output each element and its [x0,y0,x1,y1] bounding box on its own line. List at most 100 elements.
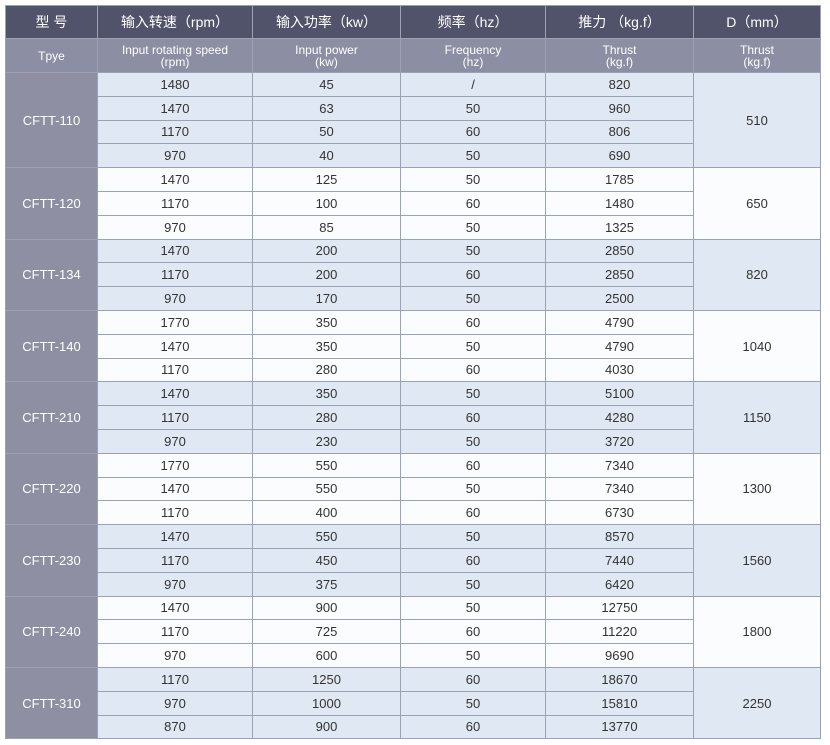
value-cell: 9690 [545,643,694,668]
value-cell: 125 [252,167,401,192]
value-cell: 50 [400,690,546,716]
value-cell: 4030 [545,357,694,383]
value-cell: 600 [252,643,401,668]
value-cell: 690 [545,143,694,169]
data-row: CFTT-230 1470 550 50 8570 1560 [5,524,821,597]
value-cell: 18670 [545,666,694,692]
value-cell: 350 [252,309,401,335]
value-cell: 970 [97,428,253,454]
value-cell: 11220 [545,619,694,645]
value-cell: 50 [400,476,546,502]
value-cell: 50 [400,167,546,192]
value-cell: 50 [400,595,546,621]
value-cell: 900 [252,714,401,740]
value-cell: 50 [400,95,546,121]
value-cell: 350 [252,381,401,407]
value-cell: 1470 [97,333,253,359]
value-cell: 60 [400,500,546,526]
value-cell: 1170 [97,666,253,692]
model-cell: CFTT-240 [5,595,98,668]
header-cell: Frequency (hz) [400,38,546,73]
value-cell: 1325 [545,214,694,240]
data-row: 1170 200 60 2850 [6,262,821,288]
header-cell: Input power (kw) [252,38,401,73]
value-cell: 85 [252,214,401,240]
value-cell: 200 [252,262,401,288]
value-cell: 900 [252,595,401,621]
data-row: 1170 100 60 1480 [6,190,821,216]
header-row: 型 号输入转速（rpm） 输入功率（kw） 频率（hz） 推力 （kg.f） D（mm） [5,5,821,39]
value-cell: 50 [400,428,546,454]
data-row: 970 230 50 3720 [6,428,821,454]
value-cell: 12750 [545,595,694,621]
data-row: CFTT-220 1770 550 60 7340 1300 [5,452,821,526]
model-cell: CFTT-310 [5,666,98,740]
value-cell: 870 [97,714,253,740]
data-row: 1170 400 60 6730 [6,500,821,526]
header-cell: D（mm） [693,5,821,39]
value-cell: 50 [252,119,401,145]
value-cell: 4280 [545,405,694,430]
value-cell: 970 [97,571,253,597]
model-cell: CFTT-120 [5,167,98,240]
d-cell: 2250 [693,666,821,740]
value-cell: 820 [545,72,694,97]
value-cell: 60 [400,119,546,145]
value-cell: 60 [400,714,546,740]
header-cell: 频率（hz） [400,5,546,39]
value-cell: 6420 [545,571,694,597]
value-cell: 60 [400,309,546,335]
value-cell: 1770 [97,309,253,335]
value-cell: 2850 [545,238,694,264]
data-row: CFTT-140 1770 350 60 4790 1040 [5,309,821,383]
value-cell: 63 [252,95,401,121]
value-cell: 6730 [545,500,694,526]
value-cell: 2500 [545,286,694,311]
value-cell: 1770 [97,452,253,478]
value-cell: 170 [252,286,401,311]
value-cell: 60 [400,666,546,692]
model-cell: CFTT-134 [5,238,98,311]
value-cell: 50 [400,286,546,311]
value-cell: 1000 [252,690,401,716]
value-cell: 1470 [97,381,253,407]
value-cell: 1785 [545,167,694,192]
d-cell: 1800 [693,595,821,668]
value-cell: 1170 [97,547,253,573]
value-cell: 50 [400,571,546,597]
data-row: CFTT-110 1480 45/820 510 [5,71,821,169]
value-cell: 50 [400,643,546,668]
table-body: CFTT-110 1480 45/820 510 1470 63 50 960 1170 50 60… [5,71,821,740]
value-cell: 970 [97,214,253,240]
model-cell: CFTT-220 [5,452,98,526]
value-cell: 970 [97,690,253,716]
data-row: 970 170 50 2500 [6,286,821,311]
data-row: CFTT-134 1470 200 50 2850 820 [5,238,821,311]
data-row: CFTT-240 1470 900 50 12750 1800 [5,595,821,668]
value-cell: 60 [400,190,546,216]
table-header: 型 号输入转速（rpm） 输入功率（kw） 频率（hz） 推力 （kg.f） D（mm）… [5,5,821,73]
value-cell: 8570 [545,524,694,549]
value-cell: 50 [400,238,546,264]
value-cell: 15810 [545,690,694,716]
value-cell: 2850 [545,262,694,288]
value-cell: 60 [400,619,546,645]
data-row: 1470 63 50 960 [6,95,821,121]
data-row: 970 600 50 9690 [6,643,821,668]
value-cell: 50 [400,333,546,359]
value-cell: 60 [400,357,546,383]
value-cell: 45 [252,72,401,97]
value-cell: 1170 [97,619,253,645]
header-cell: Tpye [5,38,98,73]
data-row: CFTT-210 1470 350 50 5100 1150 [5,381,821,454]
header-cell: 型 号 [5,5,98,39]
header-cell: Thrust (kg.f) [693,38,821,73]
value-cell: 1170 [97,119,253,145]
value-cell: 7340 [545,452,694,478]
data-row: 970 1000 50 15810 [6,690,821,716]
model-cell: CFTT-110 [5,71,98,169]
value-cell: 3720 [545,428,694,454]
value-cell: 1470 [97,95,253,121]
value-cell: 60 [400,405,546,430]
